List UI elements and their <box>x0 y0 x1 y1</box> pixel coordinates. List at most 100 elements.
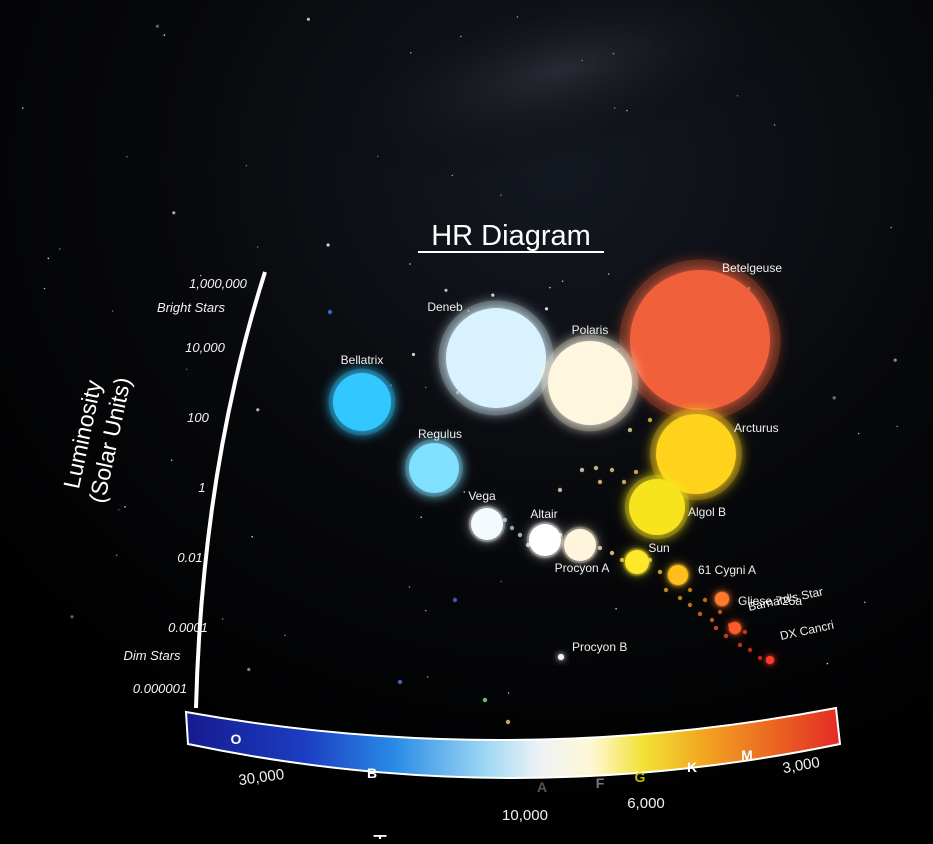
star-label: Procyon A <box>555 561 610 575</box>
background-star <box>409 263 411 265</box>
star-regulus[interactable]: Regulus <box>405 427 463 497</box>
background-star <box>158 689 160 691</box>
background-star <box>420 516 423 518</box>
background-star <box>424 386 427 389</box>
spectral-class-k: K <box>687 759 697 775</box>
background-star <box>117 509 120 511</box>
background-star <box>199 274 202 277</box>
star-disk <box>333 373 391 431</box>
y-tick-0-01: 0.01 <box>177 550 202 565</box>
background-star <box>43 287 46 290</box>
y-tick-0-000001: 0.000001 <box>133 681 187 696</box>
main-sequence-dot <box>597 545 603 551</box>
y-tick-10-000: 10,000 <box>185 340 226 355</box>
main-sequence-dot <box>517 532 523 538</box>
background-star <box>155 24 159 28</box>
star-deneb[interactable]: Deneb <box>427 300 554 416</box>
main-sequence-dot <box>593 465 599 471</box>
star-label: Polaris <box>572 323 609 337</box>
star-disk <box>729 622 741 634</box>
background-star <box>507 692 510 694</box>
main-sequence-dot <box>557 487 563 493</box>
background-star <box>832 396 836 400</box>
background-star <box>451 174 454 177</box>
star-bellatrix[interactable]: Bellatrix <box>328 353 396 436</box>
main-sequence-dot <box>397 679 403 685</box>
background-star <box>408 586 411 588</box>
star-label: Deneb <box>427 300 463 314</box>
star-disk <box>656 414 736 494</box>
background-star <box>516 16 519 18</box>
main-sequence-dot <box>717 609 723 615</box>
background-star <box>172 211 176 215</box>
background-star <box>256 246 259 248</box>
background-star <box>612 52 615 55</box>
background-star <box>411 352 416 357</box>
star-algol-b[interactable]: Algol B <box>624 474 726 540</box>
star-label: Vega <box>468 489 496 503</box>
star-label: Sun <box>648 541 669 555</box>
star-sun[interactable]: Sun <box>623 541 670 576</box>
spectral-class-f: F <box>596 775 605 791</box>
y-tick-0-0001: 0.0001 <box>168 620 208 635</box>
star-disk <box>548 341 632 425</box>
main-sequence-dot <box>619 557 625 563</box>
background-star <box>613 107 616 109</box>
chart-title: HR Diagram <box>431 220 591 252</box>
main-sequence-dot <box>742 629 748 635</box>
background-star <box>22 107 24 109</box>
star-gliese-725a[interactable]: Gliese 725a <box>713 590 802 608</box>
background-star <box>163 34 166 36</box>
star-altair[interactable]: Altair <box>526 507 564 559</box>
spectral-class-a: A <box>537 779 547 795</box>
main-sequence-dot <box>609 550 615 556</box>
background-star <box>426 676 429 678</box>
star-disk <box>564 529 596 561</box>
background-star <box>70 615 74 619</box>
main-sequence-dot <box>709 617 715 623</box>
background-star <box>826 662 829 665</box>
background-star <box>561 280 564 283</box>
star-disk <box>668 565 688 585</box>
star-disk <box>766 656 774 664</box>
x-tick-6-000: 6,000 <box>627 795 665 812</box>
star-polaris[interactable]: Polaris <box>541 323 639 432</box>
background-star <box>864 601 866 604</box>
main-sequence-dot <box>657 569 663 575</box>
main-sequence-dot <box>482 697 488 703</box>
x-tick-10-000: 10,000 <box>502 807 548 824</box>
background-star <box>124 506 126 508</box>
main-sequence-dot <box>579 467 585 473</box>
x-tick-3-000: 3,000 <box>781 754 821 777</box>
background-star <box>306 17 310 21</box>
star-disk <box>629 479 685 535</box>
main-sequence-dot <box>663 587 669 593</box>
star-disk <box>409 443 459 493</box>
background-star <box>615 607 617 610</box>
star-betelgeuse[interactable]: Betelgeuse <box>619 259 783 421</box>
star-disk <box>625 550 649 574</box>
background-star <box>247 667 251 672</box>
background-star <box>581 59 583 62</box>
background-star <box>549 286 551 289</box>
main-sequence-dot <box>757 655 763 661</box>
star-procyon-b[interactable]: Procyon B <box>557 640 628 661</box>
star-arcturus[interactable]: Arcturus <box>650 408 779 500</box>
background-star <box>256 408 260 412</box>
background-star <box>890 226 892 229</box>
main-sequence-dot <box>452 597 458 603</box>
main-sequence-dot <box>687 587 693 593</box>
background-star <box>893 358 897 362</box>
star-label: Bellatrix <box>341 353 384 367</box>
star-disk <box>715 592 729 606</box>
y-tick-labels: 1,000,000 Bright Stars 10,000 100 1 0.01 0.000… <box>123 276 247 696</box>
star-vega[interactable]: Vega <box>468 489 506 543</box>
star-procyon-a[interactable]: Procyon A <box>555 526 610 575</box>
background-star <box>607 273 610 275</box>
star-label: Procyon B <box>572 640 627 654</box>
background-star <box>126 155 128 158</box>
star-disk <box>558 654 564 660</box>
star-61-cygni-a[interactable]: 61 Cygni A <box>666 563 757 587</box>
background-star <box>377 155 379 158</box>
